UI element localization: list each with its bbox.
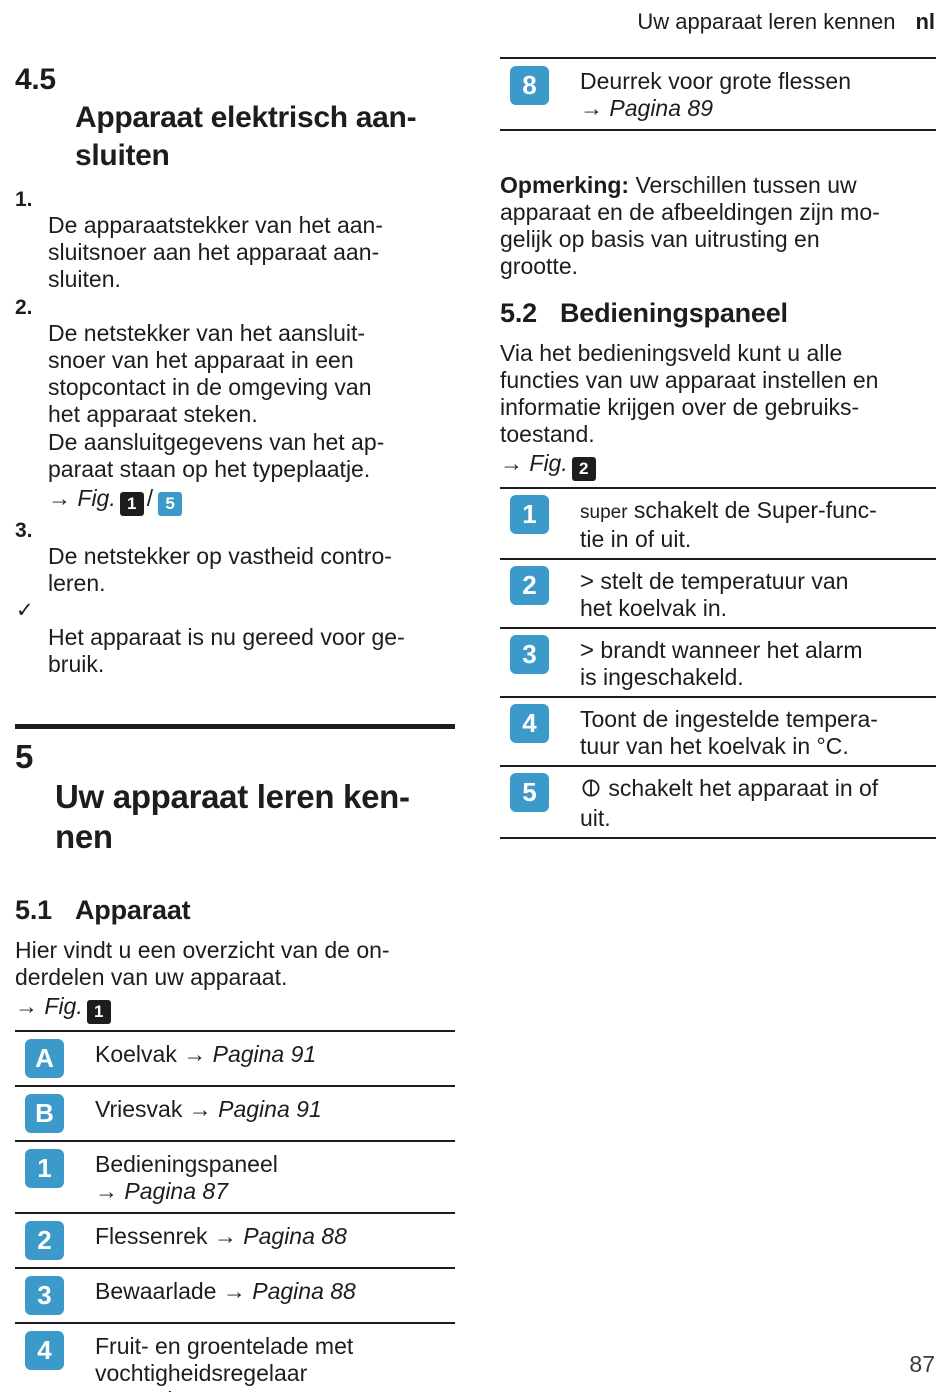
super-button-label: super (580, 502, 628, 523)
section-5-1-intro: Hier vindt u een overzicht van de on- de… (15, 937, 390, 990)
part-badge: 1 (25, 1149, 64, 1188)
section-5-2-intro: Via het bedieningsveld kunt u alle funct… (500, 340, 879, 447)
table-row: 1 Bedieningspaneel → Pagina 87 (15, 1140, 455, 1212)
figure-reference: → Fig. 1/5 (15, 483, 455, 516)
chapter-5-heading: 5 Uw apparaat leren ken- nen (15, 737, 455, 857)
part-name: Flessenrek (95, 1223, 214, 1249)
section-5-1-heading: 5.1 Apparaat (15, 895, 455, 925)
step-text: De netstekker van het aansluit- snoer va… (48, 320, 372, 427)
figure-reference-label: → Fig. (15, 993, 83, 1019)
control-description: stelt de temperatuur van het koelvak in. (580, 568, 849, 621)
control-badge: 2 (510, 566, 549, 605)
part-badge: 2 (25, 1221, 64, 1260)
control-badge: 4 (510, 704, 549, 743)
table-row: 1 super schakelt de Super-func- tie in o… (500, 487, 936, 558)
step-text: De netstekker op vastheid contro- leren. (48, 543, 392, 596)
step-number: 3. (15, 519, 33, 542)
table-row: 8 Deurrek voor grote flessen → Pagina 89 (500, 57, 936, 129)
part-name: Deurrek voor grote flessen (580, 68, 852, 94)
right-column: 8 Deurrek voor grote flessen → Pagina 89… (500, 55, 936, 839)
checkmark-icon: ✓ (16, 599, 34, 622)
part-badge: B (25, 1094, 64, 1133)
control-description: Toont de ingestelde tempera- tuur van he… (580, 706, 878, 759)
part-badge: 3 (25, 1276, 64, 1315)
running-header: Uw apparaat leren kennen nl (637, 9, 935, 35)
part-name: Vriesvak (95, 1096, 189, 1122)
section-5-2-heading: 5.2 Bedieningspaneel (500, 298, 936, 328)
table-row: 5 schakelt het apparaat in of uit. (500, 765, 936, 837)
note-label: Opmerking: (500, 172, 630, 198)
left-column: 4.5 Apparaat elektrisch aan- sluiten 1. De… (15, 55, 455, 1392)
control-badge: 5 (510, 773, 549, 812)
section-title: Apparaat elektrisch aan- sluiten (75, 101, 417, 172)
control-badge: 1 (510, 495, 549, 534)
step-1: 1. De apparaatstekker van het aan- sluits… (15, 185, 455, 293)
control-description: schakelt het apparaat in of uit. (580, 775, 879, 831)
section-number: 4.5 (15, 63, 56, 96)
section-title: Apparaat (75, 895, 191, 925)
table-row: B Vriesvak → Pagina 91 (15, 1085, 455, 1140)
controls-table: 1 super schakelt de Super-func- tie in o… (500, 487, 936, 839)
note-paragraph: Opmerking: Verschillen tussen uw apparaa… (500, 145, 936, 280)
control-badge: 3 (510, 635, 549, 674)
figure-ref-badge-black: 2 (571, 457, 596, 481)
table-row: 3 Bewaarlade → Pagina 88 (15, 1267, 455, 1322)
power-icon (580, 777, 602, 805)
figure-reference-label: → Fig. (500, 450, 568, 476)
temperature-button-icon: > (580, 568, 595, 595)
table-row: 2 Flessenrek → Pagina 88 (15, 1212, 455, 1267)
result-item: ✓ Het apparaat is nu gereed voor ge- brui… (15, 597, 455, 678)
step-text: De apparaatstekker van het aan- sluitsno… (48, 212, 383, 292)
figure-ref-badge-black: 1 (86, 1000, 111, 1024)
step-2: 2. De netstekker van het aansluit- snoer … (15, 293, 455, 428)
part-badge: 8 (510, 66, 549, 105)
page-reference: → Pagina 91 (188, 1096, 322, 1122)
page-reference: → Pagina 89 (580, 95, 713, 121)
section-number: 5.2 (500, 298, 537, 328)
part-name: Bedieningspaneel (95, 1151, 278, 1177)
note-body: Verschillen tussen uw apparaat en de afb… (500, 172, 880, 279)
step-number: 2. (15, 296, 33, 319)
figure-reference-label: → Fig. (48, 485, 116, 511)
figure-ref-separator: / (146, 485, 154, 511)
chapter-title: Uw apparaat leren ken- nen (55, 778, 410, 855)
part-name: Koelvak (95, 1041, 184, 1067)
table-row: 4 Fruit- en groentelade met vochtigheids… (15, 1322, 455, 1392)
page-reference: → Pagina 88 (222, 1278, 356, 1304)
language-code: nl (915, 9, 935, 34)
figure-ref-badge-blue: 5 (158, 492, 183, 516)
figure-reference: → Fig. 2 (500, 448, 936, 481)
control-description: brandt wanneer het alarm is ingeschakeld… (580, 637, 863, 690)
step-number: 1. (15, 188, 33, 211)
parts-table-continued: 8 Deurrek voor grote flessen → Pagina 89 (500, 57, 936, 131)
chapter-number: 5 (15, 738, 34, 775)
part-name: Bewaarlade (95, 1278, 223, 1304)
result-text: Het apparaat is nu gereed voor ge- bruik… (48, 624, 405, 677)
control-description: schakelt de Super-func- tie in of uit. (580, 497, 877, 552)
section-number: 5.1 (15, 895, 52, 925)
step-3: 3. De netstekker op vastheid contro- lere… (15, 516, 455, 597)
running-header-title: Uw apparaat leren kennen (637, 9, 896, 34)
page-reference: → Pagina 91 (183, 1041, 317, 1067)
part-name: Fruit- en groentelade met vochtigheidsre… (95, 1333, 354, 1386)
table-row: 3 > brandt wanneer het alarm is ingescha… (500, 627, 936, 696)
parts-table: A Koelvak → Pagina 91 B Vriesvak → Pagin… (15, 1030, 455, 1392)
chapter-divider-rule (15, 724, 455, 729)
page-number: 87 (909, 1351, 935, 1377)
figure-ref-badge-black: 1 (119, 492, 144, 516)
table-row: 2 > stelt de temperatuur van het koelvak… (500, 558, 936, 627)
page-reference: → Pagina 88 (213, 1223, 347, 1249)
page-reference: → Pagina 87 (95, 1178, 228, 1204)
part-badge: 4 (25, 1331, 64, 1370)
section-4-5-heading: 4.5 Apparaat elektrisch aan- sluiten (15, 61, 455, 175)
figure-reference: → Fig. 1 (15, 991, 455, 1024)
alarm-indicator-icon: > (580, 637, 595, 664)
step-2-note: De aansluitgegevens van het ap- paraat s… (48, 429, 385, 482)
page-reference: → Pagina 88 (95, 1387, 228, 1392)
table-row: 4 Toont de ingestelde tempera- tuur van … (500, 696, 936, 765)
section-title: Bedieningspaneel (560, 298, 788, 328)
part-badge: A (25, 1039, 64, 1078)
table-row: A Koelvak → Pagina 91 (15, 1030, 455, 1085)
